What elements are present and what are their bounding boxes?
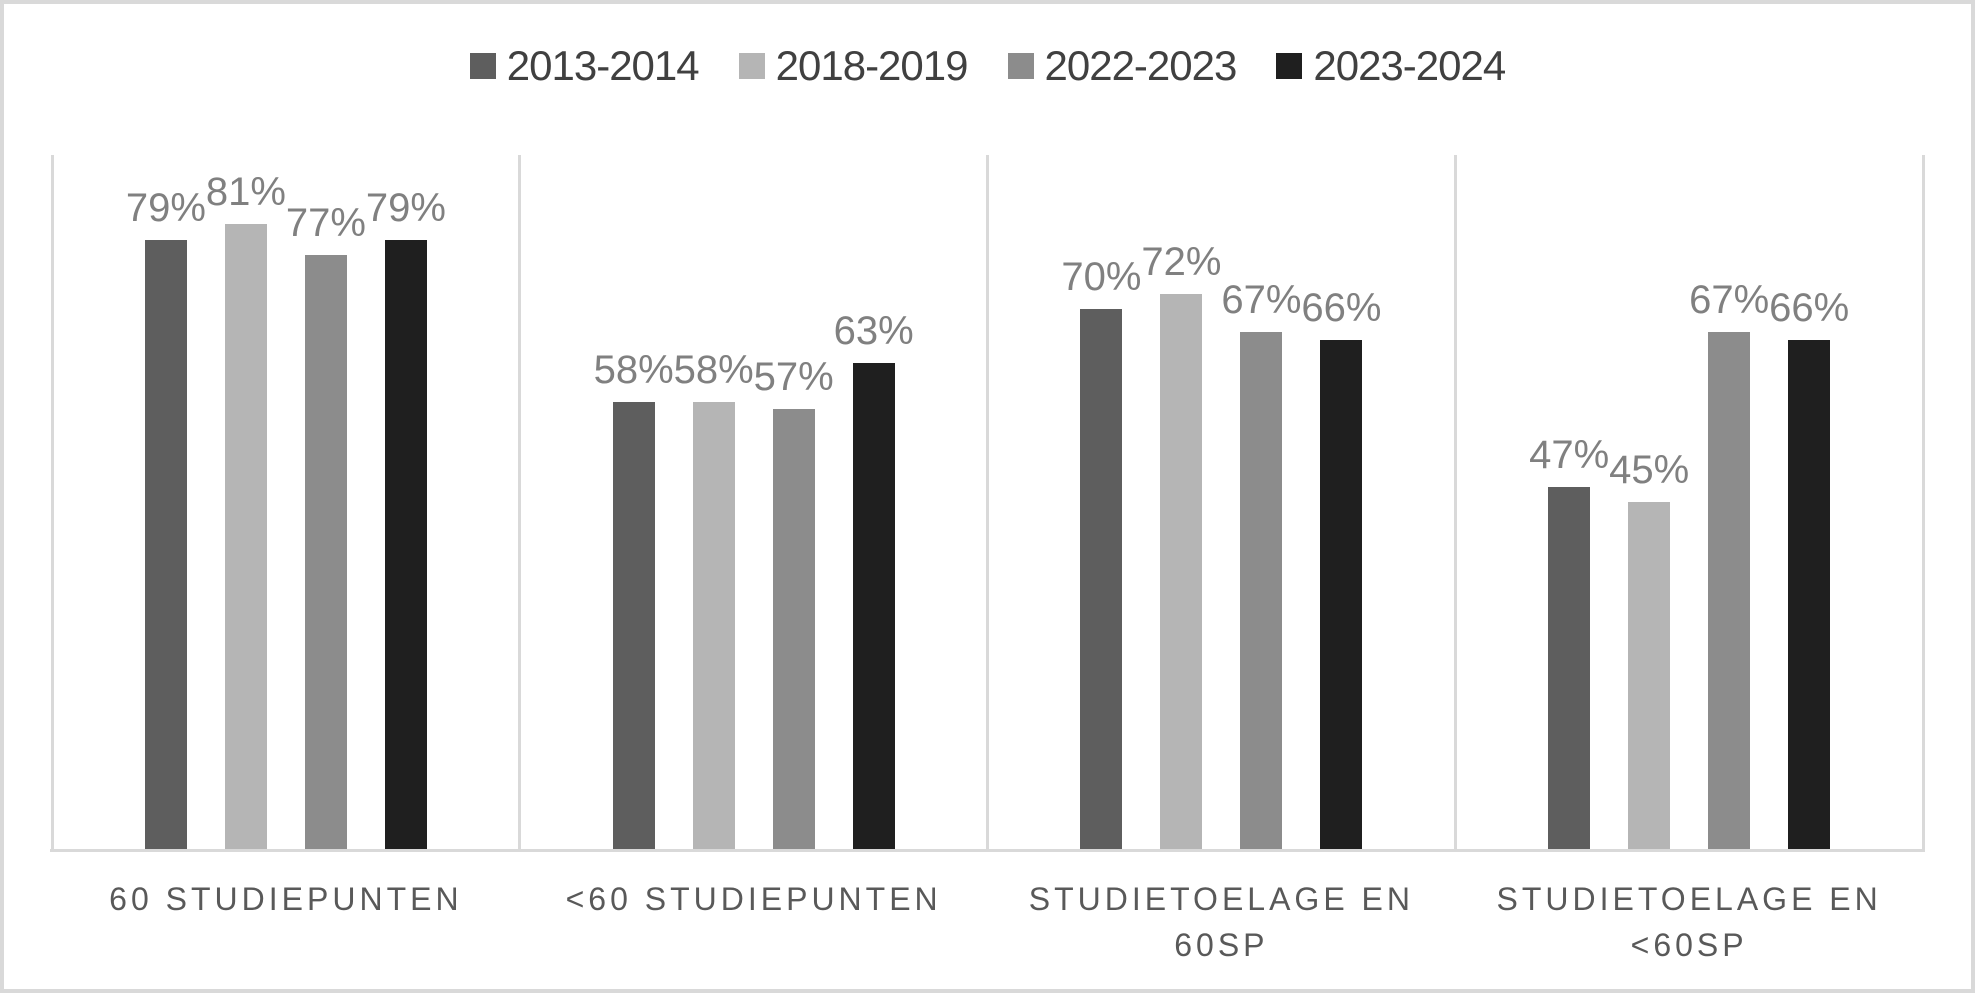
bar-value-label: 70%	[1061, 255, 1142, 300]
bar-group-slot: 81%	[206, 172, 286, 849]
bar	[772, 409, 815, 849]
bar-group-slot: 79%	[366, 188, 446, 849]
bar-group-slot: 66%	[1769, 288, 1849, 849]
legend-label: 2013-2014	[506, 42, 700, 89]
bar-value-label: 79%	[365, 185, 446, 230]
bar	[144, 239, 187, 849]
legend-label: 2018-2019	[775, 42, 969, 89]
legend-swatch-icon	[1007, 53, 1034, 79]
bar-group-slot: 63%	[834, 311, 914, 849]
category-label: STUDIETOELAGE EN 60SP	[988, 876, 1456, 968]
bar-value-label: 67%	[1689, 278, 1770, 323]
bar-group-slot: 58%	[594, 350, 674, 849]
bar	[224, 224, 267, 849]
bar-value-label: 45%	[1609, 448, 1690, 492]
legend-item: 2022-2023	[1007, 42, 1238, 89]
x-axis-line	[50, 849, 1925, 852]
bar	[852, 363, 895, 849]
bar-group-slot: 57%	[754, 357, 834, 849]
category-panel: 58% 58% 57% 63%	[520, 155, 988, 849]
bar	[612, 401, 655, 849]
bar-value-label: 58%	[593, 347, 674, 392]
bar	[304, 255, 347, 849]
bar	[1708, 332, 1751, 849]
panel-divider-line	[1453, 155, 1457, 849]
bar-value-label: 58%	[673, 347, 754, 392]
bar-value-label: 81%	[205, 170, 286, 215]
legend-label: 2022-2023	[1044, 42, 1238, 89]
bar	[1788, 340, 1831, 849]
legend-swatch-icon	[738, 53, 765, 79]
category-label: 60 STUDIEPUNTEN	[52, 876, 520, 968]
bar-group-slot: 77%	[286, 203, 366, 849]
bar-group-slot: 72%	[1141, 242, 1221, 849]
bar-panels: 79% 81% 77% 79% 58% 58% 57% 63% 70% 72% 67% 66% 47% 4…	[52, 155, 1923, 849]
category-panel: 47% 45% 67% 66%	[1455, 155, 1923, 849]
bar-group-slot: 58%	[674, 350, 754, 849]
bar-value-label: 77%	[285, 201, 366, 246]
bar-value-label: 79%	[125, 185, 206, 230]
legend-item: 2013-2014	[469, 42, 700, 89]
bar	[384, 239, 427, 849]
bar-value-label: 63%	[833, 309, 914, 354]
bar-value-label: 67%	[1221, 278, 1302, 323]
panel-divider-line	[518, 155, 522, 849]
bar	[1628, 502, 1671, 849]
panel-divider-line	[1921, 155, 1925, 849]
legend-item: 2018-2019	[738, 42, 969, 89]
bar-value-label: 66%	[1769, 286, 1850, 331]
category-label-line: 60 STUDIEPUNTEN	[109, 881, 463, 917]
bar-group-slot: 66%	[1301, 288, 1381, 849]
chart-legend: 2013-2014 2018-2019 2022-2023 2023-2024	[4, 38, 1971, 94]
category-label-line: <60SP	[1630, 927, 1748, 963]
bar-value-label: 72%	[1141, 239, 1222, 284]
bar	[692, 401, 735, 849]
bar	[1160, 293, 1203, 849]
bar	[1548, 486, 1591, 849]
bar-value-label: 66%	[1301, 286, 1382, 331]
panel-divider-line	[986, 155, 989, 849]
category-label: <60 STUDIEPUNTEN	[520, 876, 988, 968]
plot-area: 79% 81% 77% 79% 58% 58% 57% 63% 70% 72% 67% 66% 47% 4…	[50, 155, 1925, 852]
legend-swatch-icon	[469, 53, 496, 79]
bar-group-slot: 70%	[1061, 257, 1141, 849]
bar	[1080, 309, 1123, 849]
bar-group-slot: 67%	[1689, 280, 1769, 849]
bar-group-slot: 67%	[1221, 280, 1301, 849]
bar-group-slot: 45%	[1609, 450, 1689, 849]
bar-value-label: 57%	[753, 355, 834, 400]
category-axis: 60 STUDIEPUNTEN <60 STUDIEPUNTEN STUDIETOE…	[52, 876, 1923, 968]
panel-divider-line	[50, 155, 54, 849]
legend-swatch-icon	[1276, 53, 1303, 79]
bar-value-label: 47%	[1529, 432, 1610, 477]
bar-group-slot: 79%	[126, 188, 206, 849]
bar-group-slot: 47%	[1529, 435, 1609, 849]
category-label-line: <60 STUDIEPUNTEN	[565, 881, 942, 917]
category-label-line: STUDIETOELAGE EN	[1028, 881, 1414, 917]
category-label-line: 60SP	[1174, 927, 1269, 963]
category-panel: 79% 81% 77% 79%	[52, 155, 520, 849]
legend-item: 2023-2024	[1276, 42, 1506, 89]
category-label-line: STUDIETOELAGE EN	[1496, 881, 1882, 917]
category-panel: 70% 72% 67% 66%	[988, 155, 1456, 849]
bar	[1240, 332, 1283, 849]
legend-label: 2023-2024	[1313, 42, 1506, 89]
category-label: STUDIETOELAGE EN <60SP	[1455, 876, 1923, 968]
bar	[1320, 340, 1363, 849]
